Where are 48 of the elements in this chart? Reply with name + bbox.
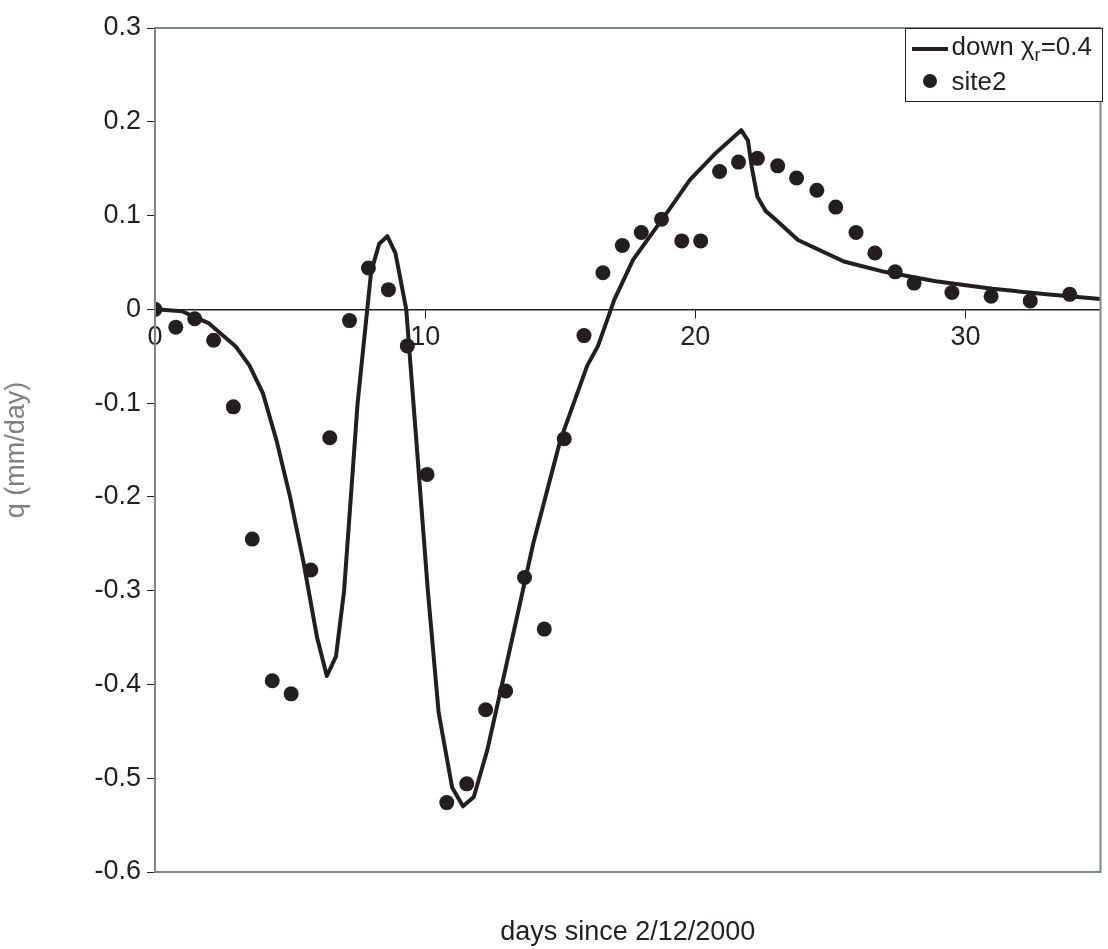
- legend-label: down χ$_{r}$=0.4: [951, 31, 1092, 67]
- point: [439, 795, 455, 811]
- point: [674, 233, 690, 249]
- point: [576, 328, 592, 344]
- x-tick-label: 20: [680, 320, 711, 351]
- point: [283, 686, 299, 702]
- point: [983, 288, 999, 304]
- y-tick-label: 0.1: [103, 199, 141, 230]
- y-tick-label: -0.1: [94, 386, 141, 417]
- point: [828, 199, 844, 215]
- point: [380, 282, 396, 298]
- y-tick-label: 0.2: [103, 105, 141, 136]
- legend-label: site2: [951, 65, 1007, 97]
- point: [264, 673, 280, 689]
- point: [225, 399, 241, 415]
- point: [614, 238, 630, 254]
- y-tick-label: -0.4: [94, 667, 141, 698]
- y-tick-label: -0.5: [94, 761, 141, 792]
- y-tick-label: 0: [125, 292, 141, 323]
- point: [809, 182, 825, 198]
- y-axis-title: q (mm/day): [0, 381, 30, 519]
- x-tick-label: 30: [950, 320, 981, 351]
- point: [244, 531, 260, 547]
- point: [322, 430, 338, 446]
- x-axis-title: days since 2/12/2000: [500, 916, 756, 946]
- point: [419, 466, 435, 482]
- point: [867, 245, 883, 261]
- point: [595, 265, 611, 281]
- point: [206, 332, 222, 348]
- y-tick-label: -0.3: [94, 574, 141, 605]
- point: [693, 233, 709, 249]
- point: [168, 319, 184, 335]
- point: [789, 170, 805, 186]
- x-tick-label: 10: [410, 320, 441, 351]
- point: [944, 284, 960, 300]
- point: [770, 158, 786, 174]
- point: [848, 224, 864, 240]
- point: [731, 154, 747, 170]
- point: [342, 313, 357, 329]
- y-tick-label: 0.3: [103, 11, 141, 42]
- y-tick-label: -0.2: [94, 480, 141, 511]
- point: [1022, 293, 1038, 309]
- y-tick-label: -0.6: [94, 855, 141, 886]
- point: [712, 163, 728, 179]
- point: [478, 702, 494, 718]
- point: [536, 621, 552, 637]
- point: [459, 776, 475, 792]
- point: [633, 224, 649, 240]
